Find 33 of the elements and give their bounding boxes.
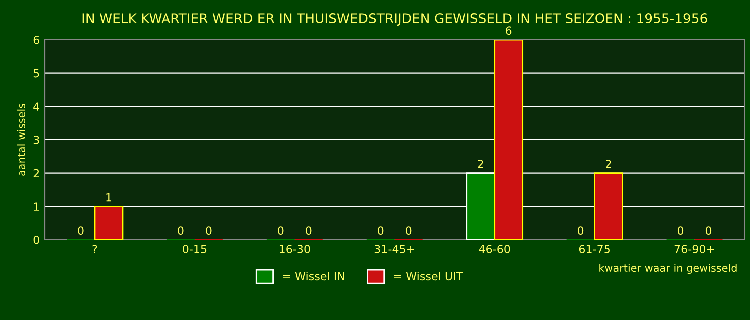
y-tick-label: 6: [34, 36, 40, 44]
y-tick-label: 0: [34, 236, 40, 244]
y-tick-label: 2: [34, 169, 40, 178]
data-label: 0: [206, 226, 212, 236]
data-label: 0: [678, 226, 684, 236]
legend-label: = Wissel IN: [283, 272, 344, 281]
data-label: 0: [578, 226, 584, 236]
data-label: 0: [78, 226, 84, 236]
data-label: 0: [406, 226, 412, 236]
data-label: 0: [178, 226, 184, 236]
y-tick-label: 1: [34, 202, 40, 211]
y-tick-label: 3: [34, 136, 40, 144]
data-label: 0: [306, 226, 312, 236]
x-tick-label: 0-15: [183, 245, 207, 254]
x-tick-label: 31-45+: [374, 245, 414, 254]
data-label: 0: [706, 226, 712, 236]
x-tick-label: 46-60: [479, 245, 510, 254]
data-label: 6: [506, 26, 512, 36]
chart-title: IN WELK KWARTIER WERD ER IN THUISWEDSTRIJDEN GEWISSELD IN HET SEIZOEN : 1955-1956: [82, 14, 708, 26]
legend-label: = Wissel UIT: [394, 272, 464, 281]
data-label: 1: [106, 193, 112, 202]
y-axis-title: aantal wissels: [17, 104, 26, 176]
data-label: 0: [378, 226, 384, 236]
data-label: 2: [606, 160, 612, 168]
y-tick-label: 4: [34, 102, 40, 111]
data-label: 2: [478, 160, 484, 168]
x-tick-label: 16-30: [280, 245, 310, 254]
data-label: 0: [278, 226, 284, 236]
x-tick-label: 76-90+: [674, 245, 714, 254]
y-tick-label: 5: [34, 69, 40, 78]
x-tick-label: ?: [92, 245, 98, 254]
x-axis-title: kwartier waar in gewisseld: [600, 264, 737, 274]
x-tick-label: 61-75: [579, 245, 610, 254]
